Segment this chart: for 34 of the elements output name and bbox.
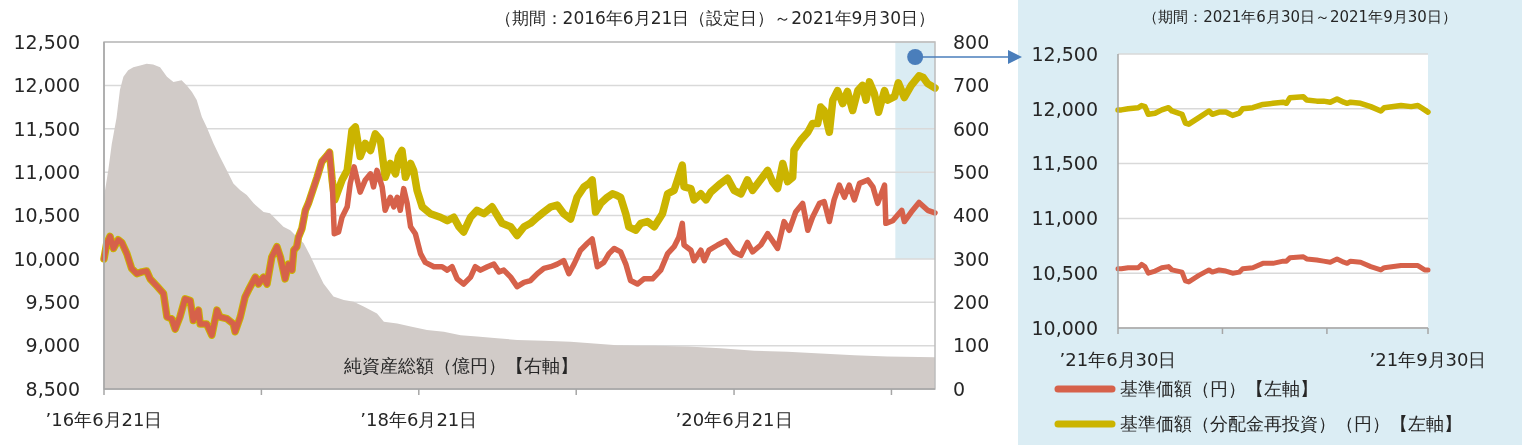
y-tick-label: 12,500: [1031, 42, 1098, 65]
y-tick-label: 9,500: [25, 291, 80, 314]
y2-tick-label: 400: [953, 204, 990, 227]
y-tick-label: 11,500: [13, 117, 80, 140]
y-tick-label: 11,000: [13, 160, 80, 183]
y-tick-label: 11,000: [1031, 207, 1098, 230]
x-tick-label: ’16年6月21日: [45, 409, 163, 430]
x-tick-label: ’21年6月30日: [1059, 349, 1177, 370]
y2-tick-label: 700: [953, 74, 990, 97]
y2-tick-label: 800: [953, 30, 990, 53]
y-tick-label: 9,000: [25, 334, 80, 357]
chart-title: （期間：2016年6月21日（設定日）～2021年9月30日）: [494, 8, 935, 28]
y-tick-label: 10,500: [1031, 262, 1098, 285]
legend-label: 基準価額（分配金再投資）（円）【左軸】: [1120, 413, 1462, 435]
chart-title: （期間：2021年6月30日～2021年9月30日）: [1143, 8, 1457, 26]
y2-tick-label: 100: [953, 334, 990, 357]
legend-label: 基準価額（円）【左軸】: [1120, 378, 1318, 400]
y2-tick-label: 500: [953, 160, 990, 183]
y-tick-label: 12,000: [13, 74, 80, 97]
y2-tick-label: 200: [953, 291, 990, 314]
y2-tick-label: 300: [953, 247, 990, 270]
y-tick-label: 12,000: [1031, 97, 1098, 120]
y-tick-label: 12,500: [13, 30, 80, 53]
y-tick-label: 11,500: [1031, 152, 1098, 175]
y-tick-label: 8,500: [25, 377, 80, 400]
y-tick-label: 10,000: [1031, 316, 1098, 339]
y2-tick-label: 0: [953, 377, 966, 400]
x-tick-label: ’21年9月30日: [1369, 349, 1487, 370]
series-label: 純資産総額（億円）【右軸】: [344, 355, 579, 376]
y-tick-label: 10,500: [13, 204, 80, 227]
x-tick-label: ’18年6月21日: [360, 409, 478, 430]
y-tick-label: 10,000: [13, 247, 80, 270]
x-tick-label: ’20年6月21日: [675, 409, 793, 430]
y2-tick-label: 600: [953, 117, 990, 140]
